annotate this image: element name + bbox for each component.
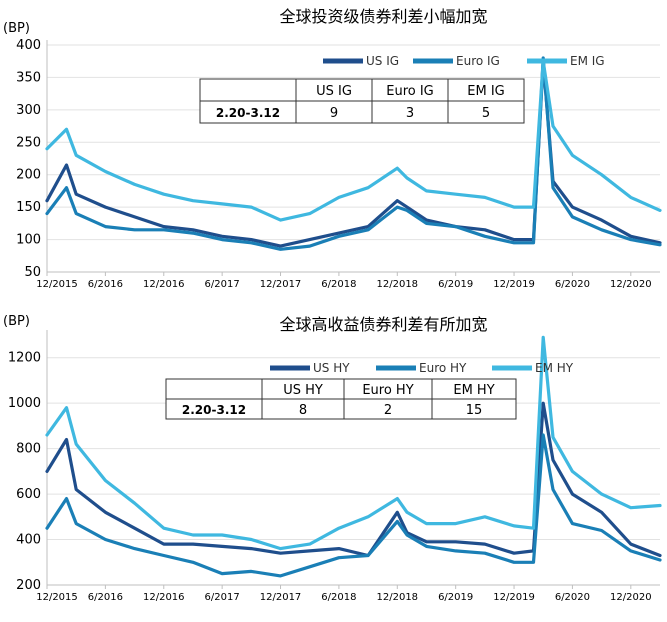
series-line-em-hy [45, 335, 662, 551]
y-axis-unit: (BP) [3, 21, 30, 36]
table-value-cell: 5 [482, 106, 490, 121]
x-tick-label: 12/2017 [260, 592, 302, 603]
x-tick-label: 6/2017 [205, 279, 240, 290]
table-value-cell: 15 [466, 403, 483, 418]
x-tick-label: 12/2015 [36, 279, 78, 290]
y-tick-label: 800 [16, 442, 41, 457]
x-tick-label: 12/2018 [377, 279, 419, 290]
table-row-label: 2.20-3.12 [182, 403, 246, 417]
x-tick-label: 12/2016 [143, 592, 185, 603]
legend-label: US IG [366, 54, 399, 68]
table-header-cell: EM HY [453, 383, 494, 398]
y-tick-label: 50 [24, 265, 41, 280]
y-axis-unit: (BP) [3, 314, 30, 329]
series-line-euro-hy [45, 433, 662, 578]
y-tick-label: 100 [16, 233, 41, 248]
x-tick-label: 6/2016 [88, 279, 123, 290]
x-tick-label: 12/2018 [377, 592, 419, 603]
x-tick-label: 12/2017 [260, 279, 302, 290]
y-tick-label: 350 [16, 70, 41, 85]
x-tick-label: 6/2016 [88, 592, 123, 603]
table-header-cell: EM IG [467, 84, 504, 99]
x-tick-label: 6/2019 [438, 592, 473, 603]
table-header-cell: US IG [316, 84, 352, 99]
y-tick-label: 300 [16, 103, 41, 118]
y-tick-label: 250 [16, 135, 41, 150]
y-tick-label: 1200 [8, 351, 41, 366]
table-header-cell: US HY [283, 383, 323, 398]
x-tick-label: 6/2017 [205, 592, 240, 603]
x-tick-label: 12/2020 [610, 279, 652, 290]
legend-label: Euro HY [419, 361, 467, 375]
table-value-cell: 8 [299, 403, 307, 418]
legend-label: US HY [313, 361, 350, 375]
x-tick-label: 12/2019 [493, 592, 535, 603]
x-tick-label: 6/2020 [555, 279, 590, 290]
table-value-cell: 3 [406, 106, 414, 121]
x-tick-label: 12/2016 [143, 279, 185, 290]
series-line-em-ig [45, 59, 662, 222]
x-tick-label: 12/2019 [493, 279, 535, 290]
table-header-cell: Euro IG [386, 84, 434, 99]
x-tick-label: 6/2018 [321, 279, 356, 290]
legend-label: EM IG [570, 54, 605, 68]
table-row-label: 2.20-3.12 [216, 106, 280, 120]
y-tick-label: 600 [16, 487, 41, 502]
table-value-cell: 9 [330, 106, 338, 121]
series-line-euro-ig [45, 56, 662, 251]
x-tick-label: 12/2015 [36, 592, 78, 603]
chart-title: 全球高收益债券利差有所加宽 [279, 315, 487, 334]
y-tick-label: 1000 [8, 396, 41, 411]
chart-title: 全球投资级债券利差小幅加宽 [279, 7, 487, 26]
table-value-cell: 2 [384, 403, 392, 418]
legend-label: Euro IG [456, 54, 500, 68]
y-tick-label: 200 [16, 168, 41, 183]
legend-label: EM HY [535, 361, 574, 375]
x-tick-label: 6/2020 [555, 592, 590, 603]
x-tick-label: 12/2020 [610, 592, 652, 603]
y-tick-label: 200 [16, 578, 41, 593]
x-tick-label: 6/2019 [438, 279, 473, 290]
y-tick-label: 150 [16, 200, 41, 215]
y-tick-label: 400 [16, 533, 41, 548]
x-tick-label: 6/2018 [321, 592, 356, 603]
series-line-us-hy [45, 401, 662, 558]
y-tick-label: 400 [16, 38, 41, 53]
table-header-cell: Euro HY [362, 383, 413, 398]
